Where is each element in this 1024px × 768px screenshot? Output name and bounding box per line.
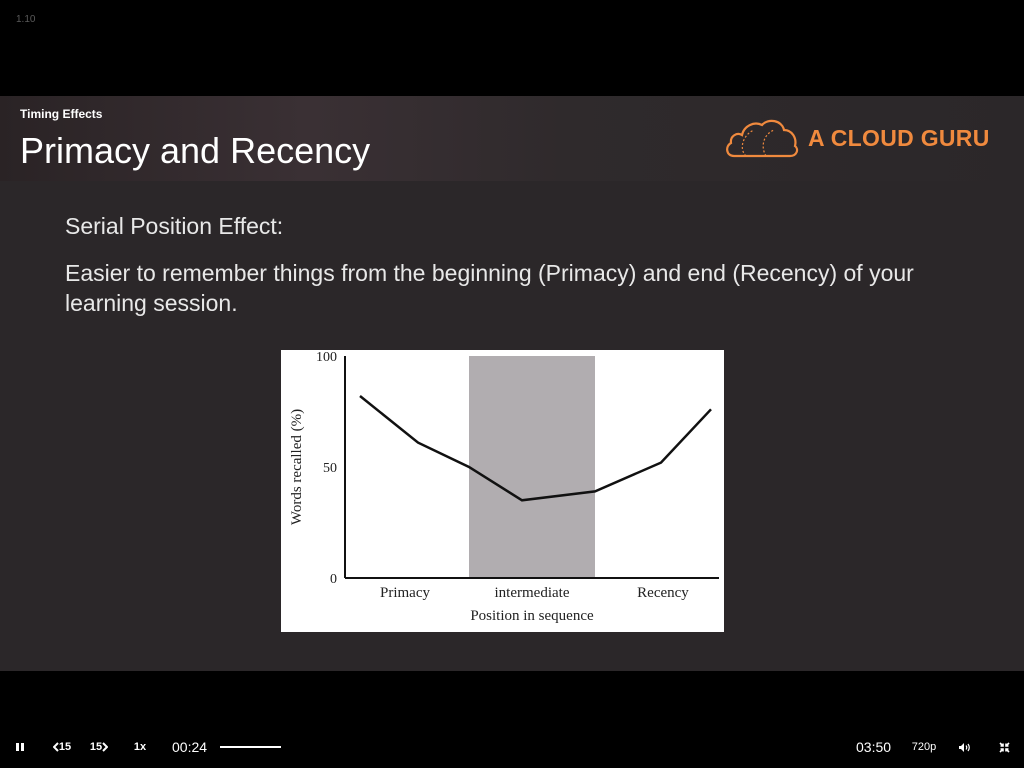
total-time: 03:50 (856, 739, 892, 755)
slide-header: Timing Effects Primacy and Recency A CLO… (0, 96, 1024, 181)
brand-logo: A CLOUD GURU (724, 116, 1004, 160)
current-time: 00:24 (172, 739, 208, 755)
quality-button[interactable]: 720p (911, 741, 937, 753)
skip-back-icon (52, 742, 59, 752)
y-tick-label: 0 (330, 572, 337, 587)
exit-fullscreen-icon (998, 741, 1010, 753)
serial-position-chart: 0 50 100 Primacy intermediate Recency Words … (281, 350, 724, 632)
skip-forward-icon (102, 742, 109, 752)
slide-kicker: Timing Effects (20, 107, 103, 121)
x-category-label: Recency (637, 585, 689, 601)
x-category-label: Primacy (380, 585, 430, 601)
skip-back-label: 15 (58, 741, 72, 753)
cloud-logo-icon (726, 119, 799, 158)
exit-fullscreen-button[interactable] (995, 734, 1013, 760)
y-tick-label: 100 (316, 350, 337, 365)
slide-subtitle: Serial Position Effect: (65, 213, 284, 239)
recall-line (359, 395, 712, 502)
y-axis-label: Words recalled (%) (289, 409, 305, 525)
slide-title: Primacy and Recency (20, 130, 371, 171)
speed-button[interactable]: 1x (133, 741, 147, 753)
skip-back-button[interactable]: 15 (50, 734, 74, 760)
volume-icon (958, 742, 970, 752)
skip-forward-label: 15 (89, 741, 103, 753)
x-axis-label: Position in sequence (470, 608, 594, 624)
player-controls: 15 15 1x 00:24 03:50 720p (0, 734, 1024, 760)
pause-icon (16, 743, 24, 751)
slide-description: Easier to remember things from the begin… (65, 260, 914, 316)
version-label: 1.10 (16, 14, 36, 25)
brand-name: A CLOUD GURU (808, 125, 990, 151)
chart-svg: 0 50 100 Primacy intermediate Recency Words … (289, 350, 719, 624)
volume-button[interactable] (955, 734, 973, 760)
intermediate-band (469, 356, 595, 578)
y-tick-label: 50 (323, 461, 337, 476)
x-category-label: intermediate (495, 585, 570, 601)
skip-forward-button[interactable]: 15 (87, 734, 111, 760)
pause-button[interactable] (10, 734, 30, 760)
slide: Timing Effects Primacy and Recency A CLO… (0, 96, 1024, 671)
progress-bar[interactable] (220, 746, 281, 748)
